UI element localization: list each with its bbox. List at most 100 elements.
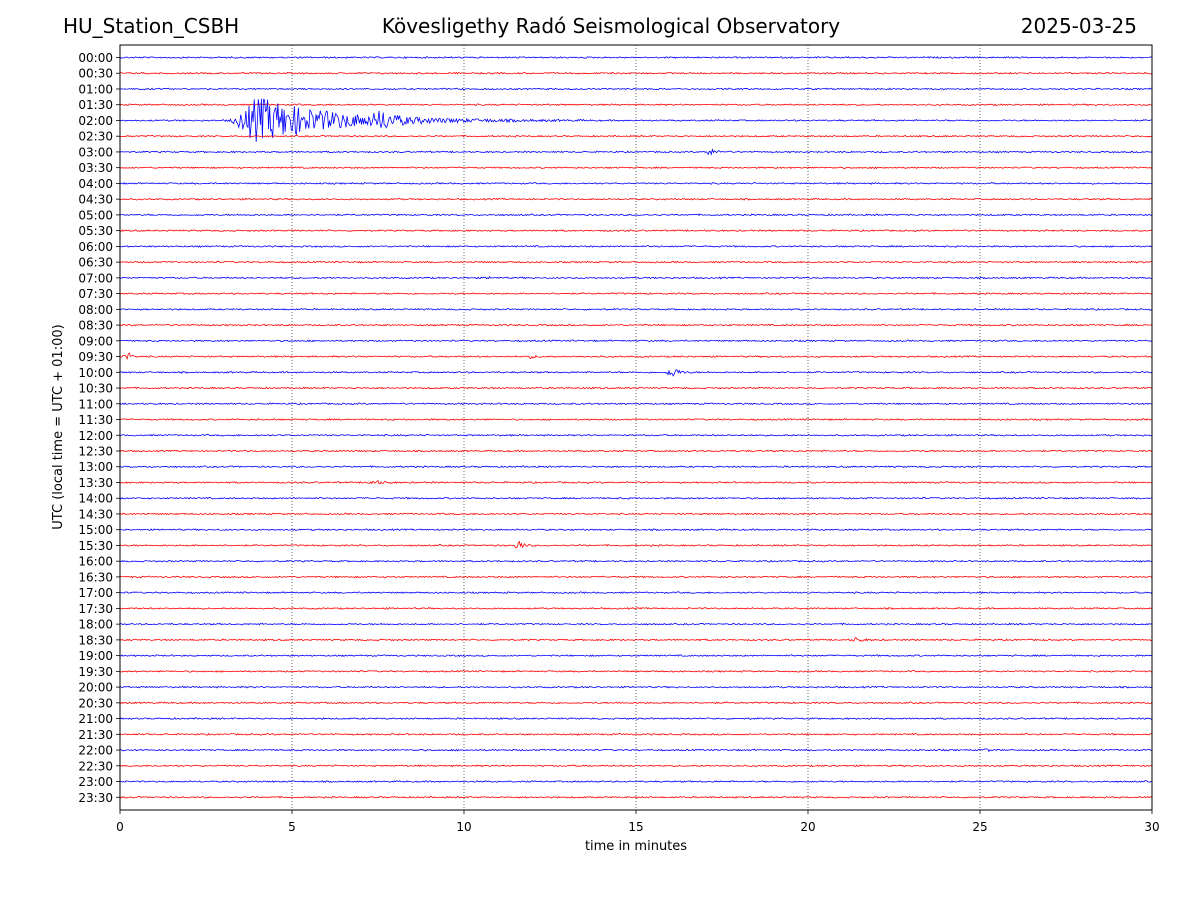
y-tick-label: 20:30	[78, 696, 113, 710]
trace-row-1230	[119, 449, 1153, 453]
y-tick-label: 00:30	[78, 67, 113, 81]
y-tick-label: 20:00	[78, 681, 113, 695]
trace-row-1600	[119, 559, 1153, 563]
trace-row-0230	[119, 134, 1153, 138]
trace-row-1730	[119, 606, 1153, 610]
trace-row-1500	[119, 528, 1153, 532]
y-tick-label: 14:00	[78, 492, 113, 506]
y-tick-label: 15:30	[78, 539, 113, 553]
y-tick-label: 05:00	[78, 208, 113, 222]
y-tick-label: 23:30	[78, 791, 113, 805]
y-tick-label: 06:30	[78, 256, 113, 270]
x-tick-label: 10	[456, 820, 471, 834]
trace-row-2330	[119, 795, 1153, 799]
x-axis-ticks: 0 5 10 15 20 25 30	[116, 810, 1160, 834]
trace-row-1000	[119, 369, 1153, 377]
trace-row-1400	[119, 496, 1153, 500]
y-tick-label: 03:00	[78, 145, 113, 159]
trace-row-2200	[119, 748, 1153, 753]
trace-row-0000	[119, 56, 1153, 60]
y-tick-label: 08:30	[78, 319, 113, 333]
trace-row-2300	[119, 780, 1153, 784]
y-tick-label: 09:30	[78, 350, 113, 364]
x-tick-label: 20	[800, 820, 815, 834]
trace-row-2100	[119, 717, 1153, 720]
trace-row-0530	[119, 229, 1153, 233]
trace-row-1430	[119, 512, 1153, 516]
y-tick-label: 15:00	[78, 523, 113, 537]
y-tick-label: 13:00	[78, 460, 113, 474]
y-tick-label: 11:00	[78, 397, 113, 411]
trace-row-0100	[119, 87, 1153, 91]
y-tick-label: 12:30	[78, 445, 113, 459]
y-tick-label: 16:00	[78, 555, 113, 569]
trace-row-1830	[119, 636, 1153, 642]
trace-row-1030	[119, 386, 1153, 390]
seismic-traces	[119, 56, 1153, 799]
trace-row-2230	[119, 764, 1153, 768]
trace-row-1530	[120, 540, 1153, 549]
trace-row-2130	[119, 732, 1153, 736]
x-tick-label: 0	[116, 820, 124, 834]
y-tick-label: 07:30	[78, 287, 113, 301]
y-tick-label: 07:00	[78, 271, 113, 285]
chart-title: Kövesligethy Radó Seismological Observat…	[381, 14, 841, 38]
y-tick-label: 02:30	[78, 130, 113, 144]
trace-row-0200	[119, 98, 1153, 142]
station-name: HU_Station_CSBH	[63, 14, 240, 38]
trace-row-0400	[119, 182, 1153, 185]
trace-row-1700	[119, 591, 1153, 595]
y-tick-label: 17:30	[78, 602, 113, 616]
y-tick-label: 22:30	[78, 759, 113, 773]
trace-row-0800	[119, 307, 1153, 311]
trace-row-1630	[119, 575, 1153, 579]
trace-row-2030	[119, 701, 1153, 705]
trace-row-1930	[119, 669, 1153, 673]
y-tick-label: 19:00	[78, 649, 113, 663]
trace-row-0830	[119, 323, 1153, 327]
y-tick-label: 14:30	[78, 507, 113, 521]
trace-row-0300	[119, 148, 1153, 156]
trace-row-1800	[119, 622, 1153, 626]
trace-row-0700	[119, 275, 1153, 280]
trace-row-1130	[119, 418, 1152, 421]
y-tick-label: 01:30	[78, 98, 113, 112]
y-tick-label: 19:30	[78, 665, 113, 679]
trace-row-0730	[119, 292, 1153, 295]
trace-row-0130	[119, 103, 1153, 107]
x-tick-label: 15	[628, 820, 643, 834]
y-tick-label: 10:00	[78, 366, 113, 380]
y-tick-label: 17:00	[78, 586, 113, 600]
chart-date: 2025-03-25	[1020, 14, 1137, 38]
trace-row-0900	[119, 339, 1153, 343]
trace-row-1300	[119, 465, 1153, 469]
y-tick-label: 18:00	[78, 618, 113, 632]
trace-row-0430	[119, 197, 1153, 201]
y-tick-label: 00:00	[78, 51, 113, 65]
y-tick-label: 16:30	[78, 570, 113, 584]
y-tick-label: 12:00	[78, 429, 113, 443]
trace-row-1200	[119, 433, 1153, 437]
trace-row-1100	[119, 402, 1153, 406]
y-tick-label: 13:30	[78, 476, 113, 490]
y-tick-label: 02:00	[78, 114, 113, 128]
x-tick-label: 25	[972, 820, 987, 834]
y-tick-label: 03:30	[78, 161, 113, 175]
trace-row-0930	[119, 352, 1153, 360]
trace-row-0630	[119, 260, 1153, 264]
x-axis-label: time in minutes	[585, 839, 687, 854]
trace-row-0330	[119, 166, 1153, 170]
y-tick-label: 23:00	[78, 775, 113, 789]
x-tick-label: 30	[1144, 820, 1159, 834]
y-tick-label: 21:00	[78, 712, 113, 726]
y-tick-label: 09:00	[78, 334, 113, 348]
y-tick-label: 21:30	[78, 728, 113, 742]
vertical-gridlines	[291, 45, 981, 810]
y-tick-label: 01:00	[78, 82, 113, 96]
y-tick-label: 04:00	[78, 177, 113, 191]
trace-row-1330	[119, 480, 1153, 485]
trace-row-0030	[119, 71, 1153, 75]
